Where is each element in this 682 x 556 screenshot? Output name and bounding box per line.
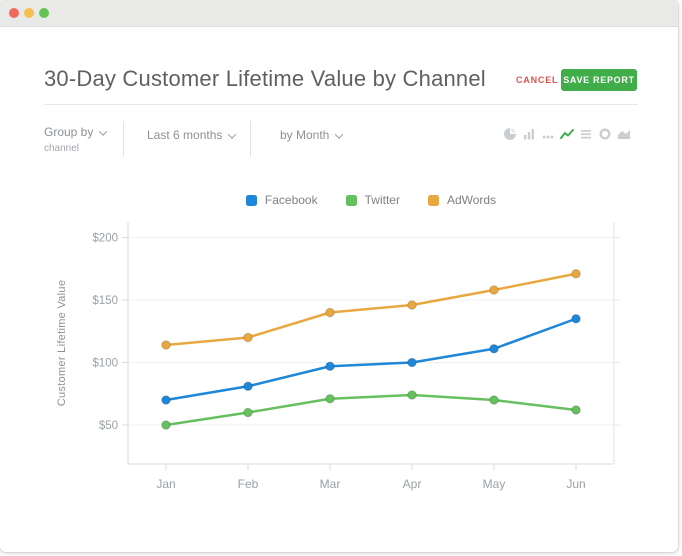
interval-label: by Month — [280, 128, 330, 142]
date-range-dropdown[interactable]: Last 6 months — [147, 128, 237, 142]
window-controls — [9, 8, 49, 18]
interval-dropdown[interactable]: by Month — [280, 128, 344, 142]
close-button[interactable] — [9, 8, 19, 18]
chart-type-toolbar — [503, 127, 631, 141]
chevron-down-icon — [99, 127, 108, 136]
donut-chart-icon[interactable] — [598, 127, 612, 141]
lifetime-value-chart[interactable]: $200 $150 $100 $50 Jan Feb Mar Apr May Jun — [86, 220, 662, 496]
save-report-button[interactable]: SAVE REPORT — [561, 69, 637, 91]
legend-item-adwords[interactable]: AdWords — [427, 193, 497, 207]
page-title: 30-Day Customer Lifetime Value by Channe… — [44, 66, 486, 91]
area-chart-icon[interactable] — [617, 127, 631, 141]
legend-item-facebook[interactable]: Facebook — [245, 193, 318, 207]
legend-swatch — [345, 194, 357, 206]
scatter-icon[interactable] — [541, 127, 555, 141]
svg-text:Jun: Jun — [566, 477, 585, 491]
data-point[interactable] — [161, 340, 171, 350]
chart-legend: Facebook Twitter AdWords — [128, 193, 614, 207]
window-titlebar — [0, 0, 678, 27]
data-point[interactable] — [161, 420, 171, 430]
legend-swatch — [245, 194, 257, 206]
svg-text:Apr: Apr — [403, 477, 422, 491]
filter-divider — [250, 121, 251, 157]
zoom-button[interactable] — [39, 8, 49, 18]
data-point[interactable] — [407, 300, 417, 310]
date-range-label: Last 6 months — [147, 128, 223, 142]
data-point[interactable] — [243, 407, 253, 418]
data-point[interactable] — [161, 395, 171, 405]
svg-text:Feb: Feb — [238, 477, 259, 491]
data-point[interactable] — [243, 381, 253, 392]
legend-item-twitter[interactable]: Twitter — [345, 193, 400, 207]
data-point[interactable] — [571, 405, 581, 415]
series-twitter — [161, 390, 581, 430]
svg-text:$150: $150 — [92, 295, 118, 307]
data-point[interactable] — [489, 395, 499, 405]
svg-text:$200: $200 — [92, 233, 118, 245]
minimize-button[interactable] — [24, 8, 34, 18]
filter-divider — [123, 121, 124, 157]
data-point[interactable] — [489, 285, 499, 295]
data-point[interactable] — [325, 361, 335, 372]
svg-text:$50: $50 — [99, 420, 118, 432]
data-point[interactable] — [407, 390, 417, 400]
data-point[interactable] — [407, 357, 417, 368]
legend-label: Facebook — [264, 193, 318, 207]
data-point[interactable] — [325, 393, 335, 404]
cancel-button[interactable]: CANCEL — [516, 75, 559, 85]
data-point[interactable] — [571, 268, 581, 279]
legend-label: Twitter — [364, 193, 400, 207]
table-icon[interactable] — [579, 127, 593, 141]
chevron-down-icon — [228, 130, 237, 139]
series-facebook — [161, 313, 581, 405]
data-point[interactable] — [571, 313, 581, 324]
svg-text:Jan: Jan — [156, 477, 175, 491]
line-chart-icon[interactable] — [560, 127, 574, 141]
svg-text:$100: $100 — [92, 358, 118, 370]
data-point[interactable] — [243, 332, 253, 343]
bar-chart-icon[interactable] — [522, 127, 536, 141]
header-divider — [44, 104, 638, 105]
group-by-value[interactable]: channel — [44, 143, 80, 154]
series-adwords — [161, 268, 581, 350]
group-by-label: Group by — [44, 125, 94, 139]
svg-text:May: May — [483, 477, 506, 491]
y-axis-title: Customer Lifetime Value — [56, 279, 68, 407]
group-by-dropdown[interactable]: Group by — [44, 125, 108, 139]
svg-text:Mar: Mar — [320, 477, 341, 491]
legend-swatch — [427, 194, 439, 206]
data-point[interactable] — [489, 343, 499, 354]
pie-chart-icon[interactable] — [503, 127, 517, 141]
legend-label: AdWords — [446, 193, 497, 207]
data-point[interactable] — [325, 307, 335, 318]
chevron-down-icon — [335, 130, 344, 139]
